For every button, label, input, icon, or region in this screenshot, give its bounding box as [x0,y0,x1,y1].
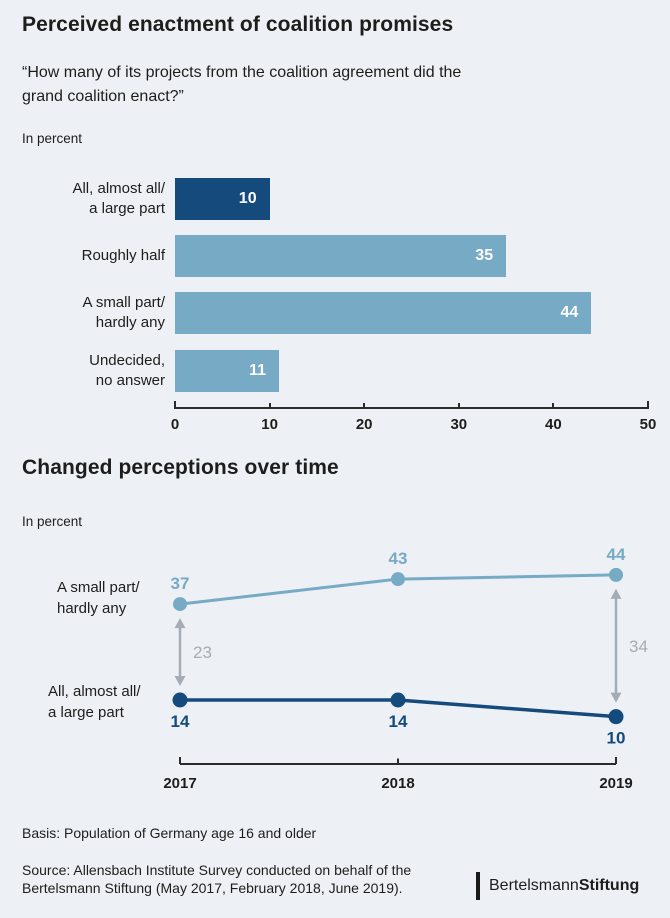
gap-value-label: 23 [193,643,212,662]
gap-arrowhead-up [174,618,186,629]
page-title: Perceived enactment of coalition promise… [22,13,454,36]
axis-tick [268,403,271,409]
trend-all-part-point [608,709,624,725]
series-label-all-part: All, almost all/ a large part [48,683,141,722]
axis-tick-label: 0 [170,416,180,433]
series-label-small-part: A small part/ hardly any [57,579,140,618]
bar-category-label: Roughly half [81,246,165,264]
bar: 11 [175,350,280,392]
trend-small-part-point [609,567,623,582]
trend-all-part-point [172,692,188,708]
trend-all-part-value-label: 14 [389,712,408,731]
trend-small-part-point [173,597,187,612]
axis-tick-label: 50 [639,416,657,433]
trend-all-part-value-label: 10 [607,729,626,748]
year-label: 2019 [599,775,632,792]
logo-text-bertelsmann: Bertelsmann [489,877,579,894]
logo-bar-icon [476,872,480,900]
trend-small-part-value-label: 44 [607,545,626,564]
unit-label-line-chart: In percent [22,514,83,529]
bar-value-label: 11 [249,362,267,379]
trend-small-part-value-label: 37 [171,574,190,593]
bar-row: All, almost all/ a large part 10 [0,178,670,220]
bar-row: A small part/ hardly any 44 [0,292,670,334]
bar: 10 [175,178,270,220]
section2-title: Changed perceptions over time [22,456,339,479]
axis-tick [552,403,555,409]
bertelsmann-stiftung-logo: BertelsmannStiftung [476,872,639,900]
line-x-axis [179,757,617,765]
axis-tick [174,401,176,409]
bar-category-label: Undecided, no answer [89,351,165,389]
bar-value-label: 35 [475,247,494,264]
bar-category-label: All, almost all/ a large part [72,179,165,217]
bar: 44 [175,292,592,334]
gap-arrowhead-down [610,692,622,703]
year-label: 2017 [163,775,196,792]
axis-tick-label: 10 [261,416,278,433]
survey-question: “How many of its projects from the coali… [22,64,462,105]
gap-value-label: 34 [629,637,648,656]
gap-arrowhead-up [610,588,622,599]
bar-row: Undecided, no answer 11 [0,350,670,392]
bar-value-label: 10 [238,190,257,207]
trend-all-part-point [390,692,406,708]
logo-text-stiftung: Stiftung [578,877,640,894]
bar: 35 [175,235,507,277]
bar-category-label: A small part/ hardly any [82,293,165,331]
line-chart: 23 34 37 43 44 14 14 10 2017 2018 2019 [163,545,648,792]
gap-arrowhead-down [174,676,186,686]
basis-note: Basis: Population of Germany age 16 and … [22,825,317,841]
axis-tick [647,401,649,409]
trend-small-part-value-label: 43 [389,549,408,568]
trend-all-part-value-label: 14 [171,712,190,731]
bar-x-axis: 0 10 20 30 40 50 [171,401,656,441]
year-label: 2018 [381,775,414,792]
axis-tick-label: 30 [450,416,468,433]
trend-small-part-point [391,572,405,587]
axis-tick-label: 20 [355,416,373,433]
source-note: Source: Allensbach Institute Survey cond… [22,862,412,897]
axis-tick-label: 40 [545,416,562,433]
unit-label-bar-chart: In percent [22,131,83,146]
axis-tick [457,403,460,409]
axis-tick [363,403,366,409]
bar-row: Roughly half 35 [0,235,670,277]
bar-value-label: 44 [560,304,579,321]
